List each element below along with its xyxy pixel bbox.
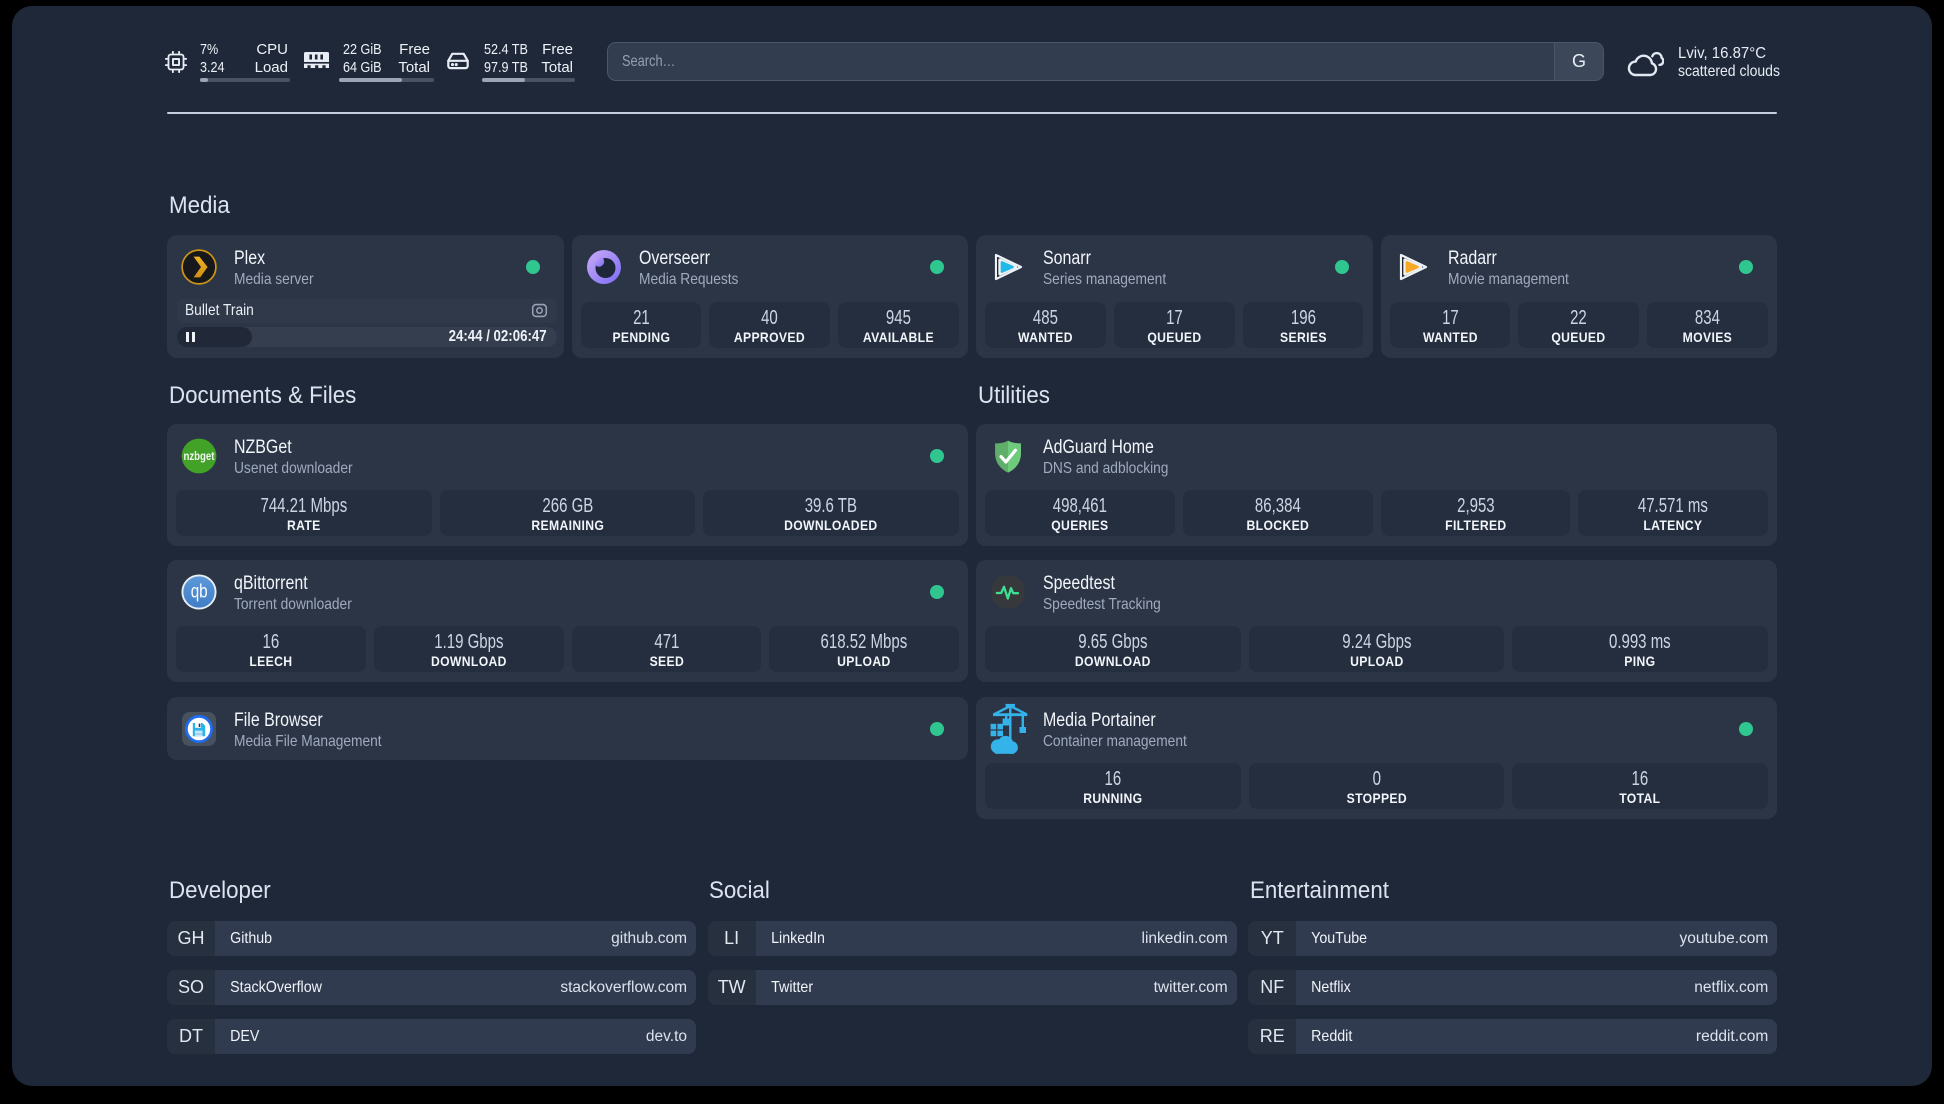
svg-text:qb: qb bbox=[191, 582, 208, 603]
svg-text:nzbget: nzbget bbox=[184, 449, 215, 463]
